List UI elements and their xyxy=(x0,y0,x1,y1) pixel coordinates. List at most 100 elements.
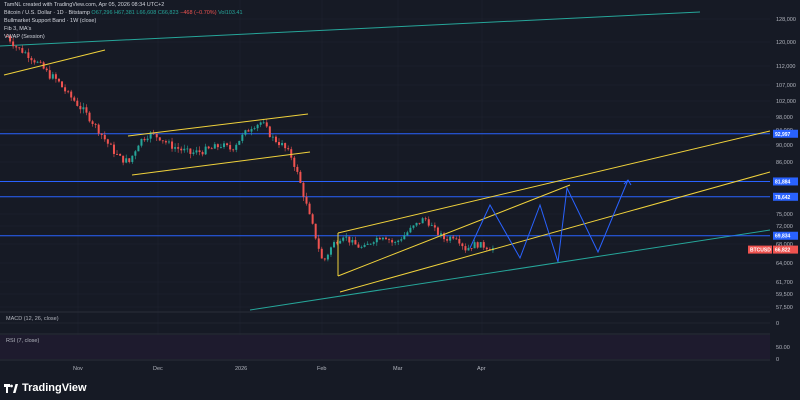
candle-body xyxy=(210,148,213,150)
candle-body xyxy=(262,122,265,124)
candle-body xyxy=(27,52,30,59)
candle-body xyxy=(394,242,397,243)
candle-body xyxy=(143,138,146,141)
indicator-legend-3[interactable]: VWAP (Session) xyxy=(4,34,45,40)
channel-line xyxy=(337,184,571,277)
time-tick-label: Nov xyxy=(73,366,83,372)
candles xyxy=(6,33,494,262)
candle-body xyxy=(125,158,128,163)
candle-body xyxy=(406,232,409,236)
candle-body xyxy=(36,61,39,63)
price-tick-label: 86,000 xyxy=(776,160,793,166)
price-axis[interactable]: 128,000 120,000 112,000 107,000 102,000 98,00… xyxy=(776,17,796,311)
price-tick-label: 98,000 xyxy=(776,115,793,121)
candle-body xyxy=(119,154,122,156)
candle-body xyxy=(357,244,360,248)
indicator-legend-1[interactable]: Bullmarket Support Band · 1W (close) xyxy=(4,18,97,24)
candle-body xyxy=(427,219,430,226)
candle-body xyxy=(439,233,442,235)
candle-body xyxy=(381,237,384,240)
candle-body xyxy=(467,247,470,251)
price-tag-text: 66,822 xyxy=(775,248,791,254)
price-tick-label: 90,000 xyxy=(776,143,793,149)
candle-body xyxy=(443,233,446,240)
candle-body xyxy=(449,236,452,241)
candle-body xyxy=(384,237,387,240)
tradingview-logo: TradingView xyxy=(4,382,87,394)
channel-line xyxy=(339,171,771,293)
time-tick-label: Apr xyxy=(477,366,486,372)
time-axis[interactable]: Nov Dec 2026 Feb Mar Apr xyxy=(73,366,486,372)
projection-arrow xyxy=(623,179,632,186)
candle-body xyxy=(146,138,149,141)
symbol-name: Bitcoin / U.S. Dollar · 1D · Bitstamp xyxy=(4,10,90,16)
candle-body xyxy=(391,240,394,243)
macd-title: MACD (12, 26, close) xyxy=(6,316,59,322)
price-tick-label: 107,000 xyxy=(776,83,796,89)
symbol-legend[interactable]: Bitcoin / U.S. Dollar · 1D · Bitstamp O6… xyxy=(4,9,243,17)
price-tick-label: 75,000 xyxy=(776,212,793,218)
candle-body xyxy=(189,148,192,154)
candle-body xyxy=(274,136,277,143)
candle-body xyxy=(39,61,42,63)
candle-body xyxy=(403,235,406,240)
candle-body xyxy=(247,130,250,132)
symbol-tag xyxy=(748,245,772,254)
candle-body xyxy=(51,74,54,79)
candle-body xyxy=(18,47,21,49)
price-tick-label: 68,000 xyxy=(776,242,793,248)
price-tick-label: 64,000 xyxy=(776,261,793,267)
candle-body xyxy=(320,248,323,259)
candle-body xyxy=(9,36,12,42)
candle-body xyxy=(54,74,57,79)
candle-body xyxy=(238,140,241,145)
lower-green-trendline xyxy=(249,229,771,311)
candle-body xyxy=(85,107,88,113)
candle-body xyxy=(45,68,48,71)
candle-body xyxy=(12,41,15,47)
candle-body xyxy=(345,236,348,238)
candle-body xyxy=(412,225,415,228)
candle-body xyxy=(158,137,161,141)
time-tick-label: Dec xyxy=(153,366,163,372)
indicator-legend-2[interactable]: Fib 3, MA's xyxy=(4,26,32,32)
candle-body xyxy=(131,155,134,163)
candle-body xyxy=(388,239,391,241)
candle-body xyxy=(329,247,332,255)
candle-body xyxy=(134,151,137,156)
candle-body xyxy=(109,143,112,145)
tradingview-logo-icon xyxy=(4,383,18,393)
candle-body xyxy=(76,100,79,106)
candle-body xyxy=(354,240,357,245)
ohlc-volume: Vol103.41 xyxy=(218,10,243,16)
candle-body xyxy=(360,246,363,248)
candle-body xyxy=(213,144,216,149)
candle-body xyxy=(421,218,424,224)
candle-body xyxy=(290,149,293,158)
candle-body xyxy=(473,242,476,249)
candle-body xyxy=(30,58,33,61)
candle-body xyxy=(122,155,125,163)
candle-body xyxy=(326,254,329,260)
candle-body xyxy=(244,130,247,135)
candle-body xyxy=(229,145,232,150)
candle-body xyxy=(476,242,479,248)
candle-body xyxy=(116,153,119,155)
candle-body xyxy=(424,218,427,220)
candle-body xyxy=(128,158,131,163)
candle-body xyxy=(67,91,70,93)
candle-body xyxy=(6,36,8,38)
macd-zero-label: 0 xyxy=(776,321,779,327)
price-tick-label: 102,000 xyxy=(776,99,796,105)
candle-body xyxy=(305,196,308,204)
candle-body xyxy=(106,139,109,144)
candle-body xyxy=(100,133,103,135)
candle-body xyxy=(24,52,27,54)
candle-body xyxy=(430,225,433,227)
candle-body xyxy=(177,147,180,149)
candle-body xyxy=(287,148,290,150)
candle-body xyxy=(333,242,336,248)
grid xyxy=(0,0,770,360)
candle-body xyxy=(73,97,76,101)
